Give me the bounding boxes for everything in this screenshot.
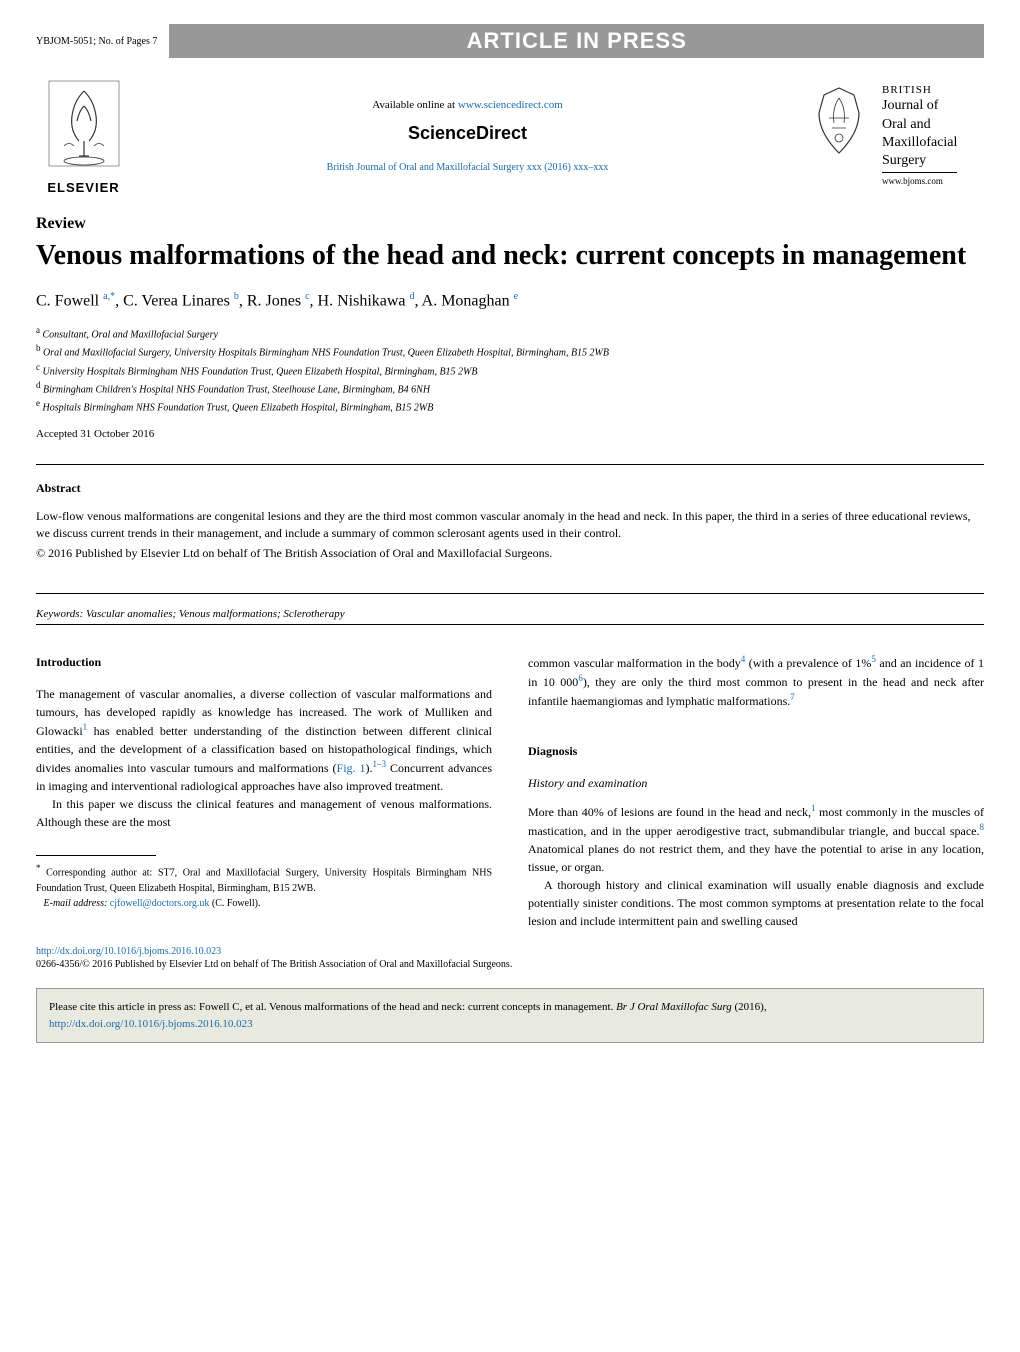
citebox-text-b: (2016), xyxy=(732,1001,767,1013)
affil-sup-c[interactable]: c xyxy=(305,291,309,302)
journal-header: ELSEVIER Available online at www.science… xyxy=(36,76,984,195)
diag-p1-c: Anatomical planes do not restrict them, … xyxy=(528,842,984,874)
column-right: common vascular malformation in the body… xyxy=(528,653,984,930)
citation-8[interactable]: 8 xyxy=(980,822,985,832)
affiliation-e-text: Hospitals Birmingham NHS Foundation Trus… xyxy=(43,403,434,414)
header-banner: YBJOM-5051; No. of Pages 7 ARTICLE IN PR… xyxy=(36,24,984,58)
affiliation-d-text: Birmingham Children's Hospital NHS Found… xyxy=(43,384,430,395)
accepted-date: Accepted 31 October 2016 xyxy=(36,428,984,440)
keywords: Keywords: Vascular anomalies; Venous mal… xyxy=(36,594,984,624)
journal-name-line3: Oral and xyxy=(882,116,957,134)
journal-name-british: BRITISH xyxy=(882,83,957,97)
sciencedirect-logo: ScienceDirect xyxy=(131,123,804,144)
affiliation-a: a Consultant, Oral and Maxillofacial Sur… xyxy=(36,324,984,342)
email-link[interactable]: cjfowell@doctors.org.uk xyxy=(110,898,210,909)
elsevier-label: ELSEVIER xyxy=(36,180,131,195)
cite-this-article-box: Please cite this article in press as: Fo… xyxy=(36,988,984,1043)
diagnosis-heading: Diagnosis xyxy=(528,742,984,760)
affiliation-e: e Hospitals Birmingham NHS Foundation Tr… xyxy=(36,397,984,415)
two-column-body: Introduction The management of vascular … xyxy=(36,653,984,930)
column-left: Introduction The management of vascular … xyxy=(36,653,492,930)
corresponding-footnote: * Corresponding author at: ST7, Oral and… xyxy=(36,862,492,895)
affil-sup-d[interactable]: d xyxy=(410,291,415,302)
affiliation-b: b Oral and Maxillofacial Surgery, Univer… xyxy=(36,342,984,360)
citebox-journal-abbrev: Br J Oral Maxillofac Surg xyxy=(616,1001,732,1013)
doi-link[interactable]: http://dx.doi.org/10.1016/j.bjoms.2016.1… xyxy=(36,946,984,957)
available-online-prefix: Available online at xyxy=(372,99,458,111)
article-type: Review xyxy=(36,215,984,233)
history-examination-heading: History and examination xyxy=(528,774,984,792)
intro-paragraph-2: In this paper we discuss the clinical fe… xyxy=(36,795,492,831)
abstract-section: Abstract Low-flow venous malformations a… xyxy=(36,465,984,594)
authors-line: C. Fowell a,*, C. Verea Linares b, R. Jo… xyxy=(36,291,984,310)
affiliation-b-text: Oral and Maxillofacial Surgery, Universi… xyxy=(43,348,609,359)
citebox-text-a: Please cite this article in press as: Fo… xyxy=(49,1001,616,1013)
col2-p1-b: (with a prevalence of 1% xyxy=(745,656,871,670)
journal-name-line2: Journal of xyxy=(882,97,957,115)
col2-paragraph-1: common vascular malformation in the body… xyxy=(528,653,984,710)
diag-paragraph-1: More than 40% of lesions are found in th… xyxy=(528,802,984,876)
header-center: Available online at www.sciencedirect.co… xyxy=(131,99,804,173)
footnotes: * Corresponding author at: ST7, Oral and… xyxy=(36,862,492,910)
sciencedirect-url-link[interactable]: www.sciencedirect.com xyxy=(458,99,563,111)
journal-name-line5: Surgery xyxy=(882,152,957,173)
journal-title-block: BRITISH Journal of Oral and Maxillofacia… xyxy=(804,83,984,188)
diag-paragraph-2: A thorough history and clinical examinat… xyxy=(528,876,984,930)
model-id: YBJOM-5051; No. of Pages 7 xyxy=(36,36,169,47)
email-footnote: E-mail address: cjfowell@doctors.org.uk … xyxy=(36,896,492,911)
issn-copyright: 0266-4356/© 2016 Published by Elsevier L… xyxy=(36,959,984,970)
corresponding-sup[interactable]: * xyxy=(110,291,115,302)
article-in-press-banner: ARTICLE IN PRESS xyxy=(169,24,984,58)
article-title: Venous malformations of the head and nec… xyxy=(36,239,984,273)
footnote-separator xyxy=(36,855,156,856)
citation-1-3[interactable]: 1–3 xyxy=(373,759,387,769)
elsevier-block: ELSEVIER xyxy=(36,76,131,195)
journal-name: BRITISH Journal of Oral and Maxillofacia… xyxy=(882,83,957,188)
introduction-heading: Introduction xyxy=(36,653,492,671)
page: YBJOM-5051; No. of Pages 7 ARTICLE IN PR… xyxy=(0,0,1020,1067)
journal-crest-icon xyxy=(804,83,874,163)
abstract-body: Low-flow venous malformations are congen… xyxy=(36,508,984,543)
figure-1-link[interactable]: Fig. 1 xyxy=(337,761,366,775)
keywords-label: Keywords: xyxy=(36,608,86,620)
abstract-heading: Abstract xyxy=(36,481,984,496)
affiliation-c-text: University Hospitals Birmingham NHS Foun… xyxy=(43,366,478,377)
col2-p1-d: ), they are only the third most common t… xyxy=(528,675,984,708)
journal-name-line4: Maxillofacial xyxy=(882,134,957,152)
affil-sup-b[interactable]: b xyxy=(234,291,239,302)
available-online-line: Available online at www.sciencedirect.co… xyxy=(131,99,804,111)
email-label: E-mail address: xyxy=(44,898,110,909)
citation-7[interactable]: 7 xyxy=(790,692,795,702)
intro-p1-c: ). xyxy=(366,761,373,775)
corr-footnote-text: Corresponding author at: ST7, Oral and M… xyxy=(36,868,492,894)
citebox-doi-link[interactable]: http://dx.doi.org/10.1016/j.bjoms.2016.1… xyxy=(49,1018,253,1030)
diag-p1-a: More than 40% of lesions are found in th… xyxy=(528,805,811,819)
elsevier-tree-icon xyxy=(44,76,124,171)
keywords-value: Vascular anomalies; Venous malformations… xyxy=(86,608,345,620)
col2-p1-a: common vascular malformation in the body xyxy=(528,656,741,670)
journal-url[interactable]: www.bjoms.com xyxy=(882,176,957,188)
email-suffix: (C. Fowell). xyxy=(209,898,260,909)
intro-paragraph-1: The management of vascular anomalies, a … xyxy=(36,685,492,795)
affiliation-a-text: Consultant, Oral and Maxillofacial Surge… xyxy=(43,329,218,340)
affiliations: a Consultant, Oral and Maxillofacial Sur… xyxy=(36,324,984,416)
affiliation-c: c University Hospitals Birmingham NHS Fo… xyxy=(36,361,984,379)
journal-reference-link[interactable]: British Journal of Oral and Maxillofacia… xyxy=(131,162,804,173)
corr-footnote-label: * xyxy=(36,863,41,873)
rule-bottom xyxy=(36,624,984,625)
abstract-copyright: © 2016 Published by Elsevier Ltd on beha… xyxy=(36,546,984,561)
affiliation-d: d Birmingham Children's Hospital NHS Fou… xyxy=(36,379,984,397)
affil-sup-e[interactable]: e xyxy=(514,291,518,302)
